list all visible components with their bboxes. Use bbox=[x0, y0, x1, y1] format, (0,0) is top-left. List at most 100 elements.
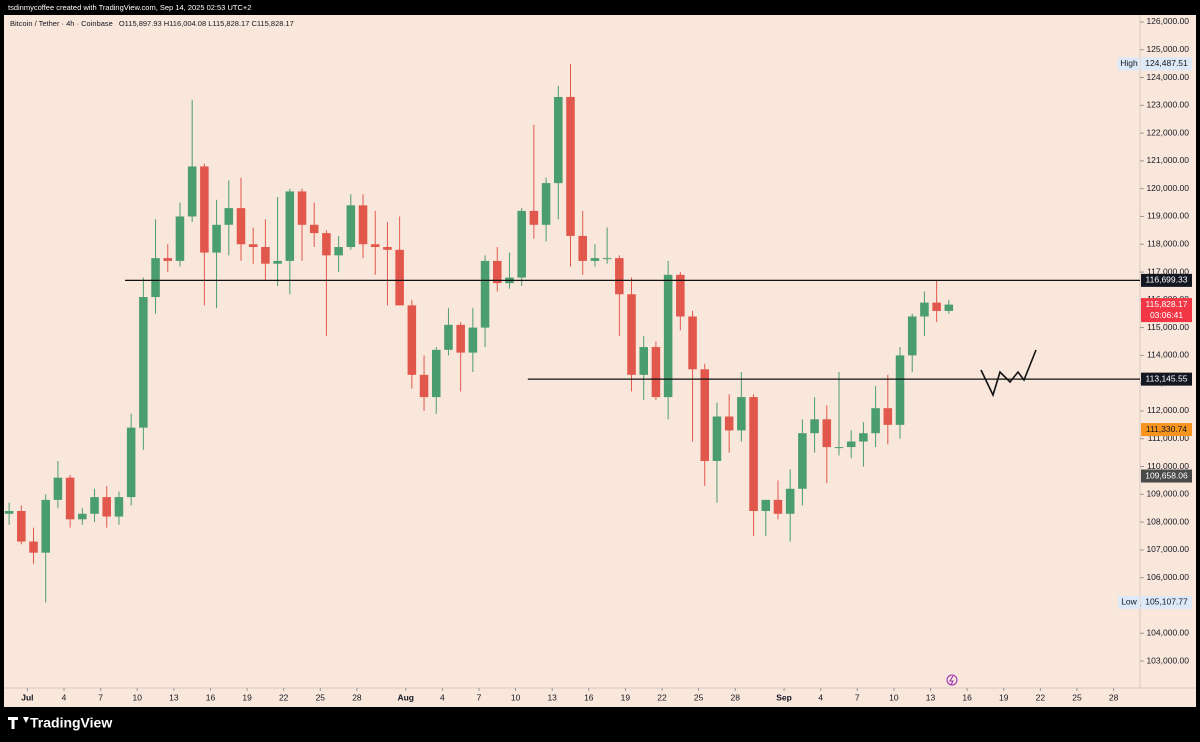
candle-body bbox=[90, 497, 99, 514]
candle-body bbox=[871, 408, 880, 434]
candle-body bbox=[737, 397, 746, 431]
x-tick-label: 22 bbox=[1036, 692, 1046, 702]
candle-body bbox=[944, 304, 954, 311]
y-tick-label: 122,000.00 bbox=[1146, 127, 1189, 137]
y-tick-label: 123,000.00 bbox=[1146, 100, 1189, 110]
candle-body bbox=[273, 260, 282, 264]
price-label-box bbox=[1141, 469, 1192, 483]
y-tick-label: 112,000.00 bbox=[1147, 405, 1189, 415]
price-label-box bbox=[1141, 57, 1192, 71]
x-tick-label: 16 bbox=[962, 692, 972, 702]
price-label: 109,658.06 bbox=[1145, 470, 1188, 480]
brand-logo bbox=[8, 717, 29, 729]
x-tick-label: 4 bbox=[818, 692, 823, 702]
candle-body bbox=[126, 427, 136, 498]
candle-body bbox=[175, 216, 185, 261]
candle-body bbox=[163, 258, 173, 261]
x-tick-label: Jul bbox=[21, 692, 33, 702]
y-tick-label: 104,000.00 bbox=[1146, 628, 1189, 638]
price-label: 111,330.74 bbox=[1146, 424, 1188, 434]
event-icon-bolt bbox=[949, 675, 954, 686]
x-tick-label: 13 bbox=[926, 692, 936, 702]
x-tick-label: 7 bbox=[477, 692, 482, 702]
x-tick-label: 7 bbox=[98, 692, 103, 702]
candle-body bbox=[798, 433, 807, 489]
x-tick-label: 25 bbox=[316, 692, 326, 702]
candle-body bbox=[590, 258, 600, 261]
x-tick-label: 13 bbox=[169, 692, 179, 702]
candle-body bbox=[541, 183, 551, 225]
candle-body bbox=[151, 258, 160, 298]
y-tick-label: 125,000.00 bbox=[1146, 44, 1189, 54]
price-tag-box bbox=[1118, 57, 1140, 71]
y-tick-label: 124,000.00 bbox=[1146, 72, 1189, 82]
candle-body bbox=[676, 274, 685, 317]
price-tag: High bbox=[1120, 58, 1138, 68]
y-tick-label: 106,000.00 bbox=[1146, 572, 1189, 582]
x-tick-label: 25 bbox=[694, 692, 704, 702]
candle-body bbox=[834, 447, 844, 449]
candle-body bbox=[419, 374, 429, 398]
candle-body bbox=[17, 510, 26, 542]
candle-body bbox=[615, 258, 624, 295]
candle-body bbox=[700, 369, 710, 461]
y-tick-label: 121,000.00 bbox=[1146, 155, 1189, 165]
price-label: 124,487.51 bbox=[1145, 58, 1188, 68]
y-tick-label: 119,000.00 bbox=[1147, 211, 1189, 221]
price-label: 115,828.17 bbox=[1146, 299, 1188, 309]
x-tick-label: 25 bbox=[1072, 692, 1082, 702]
y-tick-label: 126,000.00 bbox=[1146, 16, 1189, 26]
candle-body bbox=[920, 302, 929, 317]
x-tick-label: 19 bbox=[621, 692, 631, 702]
x-tick-label: 16 bbox=[206, 692, 216, 702]
x-tick-label: 16 bbox=[584, 692, 594, 702]
candle-body bbox=[822, 419, 832, 448]
candle-body bbox=[309, 224, 319, 234]
candle-body bbox=[688, 316, 697, 370]
candle-body bbox=[102, 497, 112, 517]
candle-body bbox=[456, 324, 465, 353]
candle-body bbox=[395, 249, 404, 306]
candle-body bbox=[749, 397, 758, 511]
candle-body bbox=[370, 244, 380, 248]
candle-body bbox=[663, 274, 673, 398]
brand: TradingView bbox=[30, 715, 112, 731]
candle-body bbox=[139, 297, 148, 428]
candle-body bbox=[578, 235, 587, 261]
candle-body bbox=[297, 191, 307, 225]
candle-body bbox=[907, 316, 917, 356]
candle-body bbox=[566, 96, 575, 236]
price-label-box bbox=[1141, 298, 1192, 323]
x-tick-label: 19 bbox=[242, 692, 252, 702]
credit: tsdinmycoffee created with TradingView.c… bbox=[8, 3, 251, 12]
price-label: 105,107.77 bbox=[1145, 597, 1188, 607]
x-tick-label: 10 bbox=[511, 692, 521, 702]
y-tick-label: 114,000.00 bbox=[1147, 350, 1189, 360]
candle-body bbox=[785, 488, 795, 514]
candle-body bbox=[407, 305, 417, 375]
x-tick-label: Sep bbox=[776, 692, 792, 702]
candle-body bbox=[4, 510, 14, 514]
candle-body bbox=[248, 244, 258, 248]
x-tick-label: 10 bbox=[889, 692, 899, 702]
x-tick-label: 19 bbox=[999, 692, 1009, 702]
chart-title: Bitcoin / Tether · 4h · Coinbase bbox=[10, 19, 113, 28]
y-tick-label: 118,000.00 bbox=[1147, 238, 1189, 248]
candle-body bbox=[383, 247, 392, 250]
y-tick-label: 108,000.00 bbox=[1146, 516, 1189, 526]
candle-body bbox=[810, 419, 819, 434]
candle-body bbox=[883, 408, 893, 425]
x-tick-label: 4 bbox=[62, 692, 67, 702]
candle-body bbox=[212, 224, 221, 253]
y-tick-label: 110,000.00 bbox=[1147, 461, 1189, 471]
candle-body bbox=[895, 355, 905, 425]
candle-body bbox=[529, 210, 539, 225]
candle-body bbox=[651, 347, 661, 398]
candle-body bbox=[334, 247, 343, 256]
candle-body bbox=[554, 96, 563, 184]
candle-body bbox=[773, 499, 783, 514]
price-label-box bbox=[1141, 273, 1192, 287]
x-tick-label: 4 bbox=[440, 692, 445, 702]
